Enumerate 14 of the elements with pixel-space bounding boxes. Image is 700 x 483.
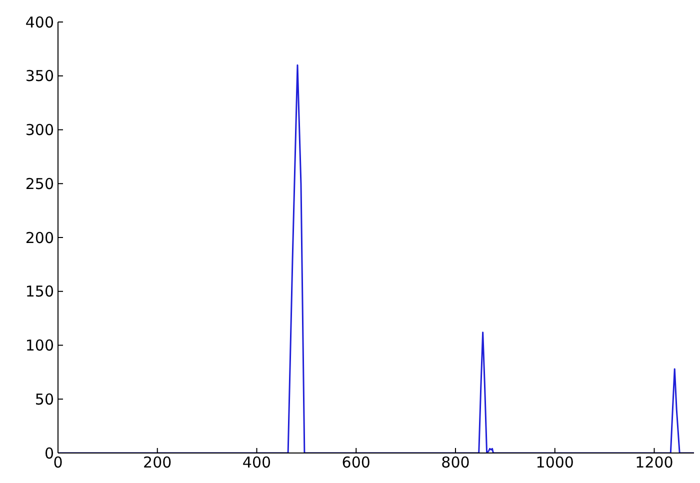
x-tick-label: 600	[342, 454, 370, 472]
x-tick-label: 1000	[536, 454, 574, 472]
x-tick-label: 1200	[635, 454, 674, 472]
y-tick-label: 50	[34, 390, 54, 408]
x-tick-label: 800	[441, 454, 470, 472]
y-tick-label: 150	[25, 282, 54, 301]
y-tick-label: 400	[25, 13, 54, 32]
x-tick-label: 200	[143, 454, 172, 472]
y-tick-label: 300	[25, 121, 54, 140]
y-tick-label: 350	[25, 67, 54, 86]
y-tick-label: 250	[25, 174, 54, 193]
x-tick-label: 400	[242, 454, 272, 472]
y-tick-label: 200	[25, 228, 54, 247]
y-tick-label: 100	[25, 336, 54, 355]
